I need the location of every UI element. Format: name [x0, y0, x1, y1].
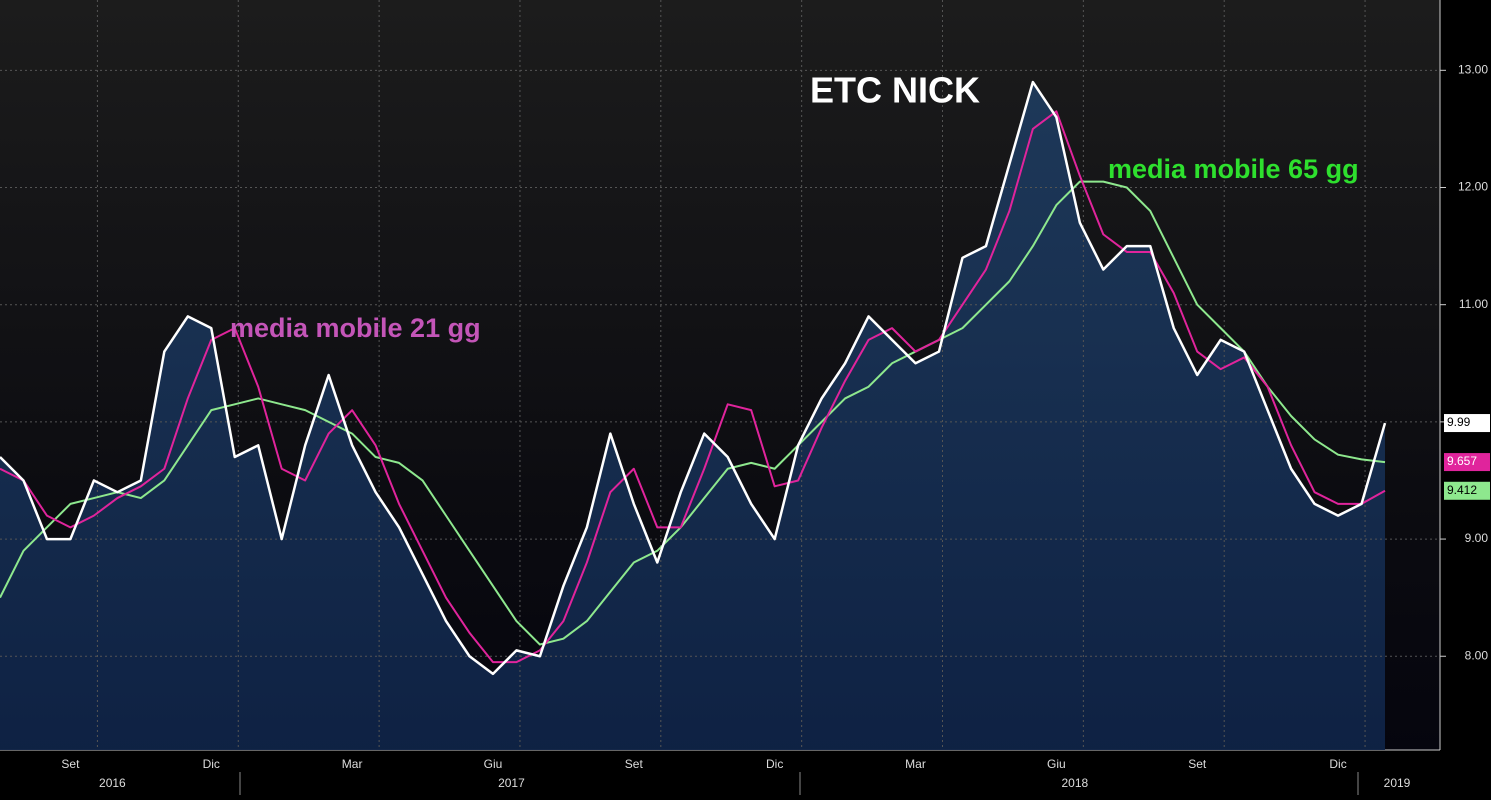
series-line	[0, 80, 1387, 676]
y-axis-panel	[1440, 0, 1491, 800]
x-tick-label: Mar	[342, 757, 363, 771]
x-tick-label: Mar	[905, 757, 926, 771]
y-tick-label: 11.00	[1459, 297, 1488, 311]
price-area	[0, 82, 1385, 750]
series-line	[0, 180, 1386, 646]
year-label: 2016	[99, 776, 126, 790]
x-tick-label: Dic	[1329, 757, 1346, 771]
y-tick-label: 9.00	[1465, 531, 1489, 545]
x-tick-label: Dic	[766, 757, 783, 771]
y-tick-label: 12.00	[1458, 180, 1488, 194]
year-label: 2017	[498, 776, 525, 790]
series-annotation: ETC NICK	[810, 70, 980, 111]
year-label: 2019	[1384, 776, 1411, 790]
series-annotation: media mobile 21 gg	[230, 313, 481, 343]
last-value-tag	[1444, 481, 1490, 500]
last-value-label: 9.99	[1447, 415, 1471, 429]
x-tick-label: Set	[61, 757, 80, 771]
x-tick-label: Set	[625, 757, 644, 771]
year-label: 2018	[1061, 776, 1088, 790]
x-tick-label: Giu	[1047, 757, 1066, 771]
series-annotation: media mobile 65 gg	[1108, 154, 1359, 184]
x-tick-label: Dic	[203, 757, 220, 771]
last-value-tag	[1444, 414, 1490, 433]
x-tick-label: Giu	[484, 757, 503, 771]
last-value-tag	[1444, 453, 1490, 472]
last-value-label: 9.657	[1447, 454, 1477, 468]
y-tick-label: 13.00	[1458, 62, 1488, 76]
y-tick-label: 8.00	[1465, 648, 1489, 662]
last-value-label: 9.412	[1447, 483, 1477, 497]
x-tick-label: Set	[1188, 757, 1207, 771]
